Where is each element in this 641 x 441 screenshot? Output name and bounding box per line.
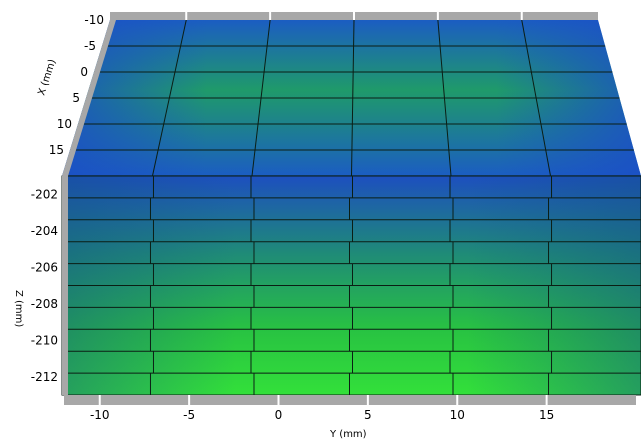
y-tick-label: 5 <box>364 408 372 422</box>
top-frame-notch <box>436 12 439 20</box>
bottom-frame-notch <box>456 395 459 405</box>
z-axis-label: Z (mm) <box>13 290 24 327</box>
z-tick-label: -206 <box>31 260 58 274</box>
top-left-frame <box>62 20 116 176</box>
top-frame-notch <box>520 12 523 20</box>
z-tick-label: -212 <box>31 370 58 384</box>
y-tick-label: 10 <box>450 408 465 422</box>
bottom-frame-notch <box>366 395 369 405</box>
bottom-frame-notch <box>188 395 191 405</box>
y-axis-label: Y (mm) <box>329 429 367 440</box>
y-tick-label: -10 <box>90 408 110 422</box>
x-tick-label: -5 <box>84 39 96 53</box>
y-tick-label: 15 <box>539 408 554 422</box>
z-tick-label: -202 <box>31 187 58 201</box>
front-left-frame <box>62 176 68 395</box>
bottom-axis-frame <box>64 395 636 405</box>
bottom-frame-notch <box>277 395 280 405</box>
x-tick-label: 10 <box>57 117 72 131</box>
y-tick-label: 0 <box>275 408 283 422</box>
top-grid-column <box>151 19 187 177</box>
top-grid-column <box>251 19 271 177</box>
axis-frames <box>62 12 636 405</box>
top-surface <box>62 19 641 177</box>
y-tick-label: -5 <box>183 408 195 422</box>
front-surface <box>61 175 641 396</box>
x-tick-label: -10 <box>84 13 104 27</box>
x-axis-label: X (mm) <box>36 58 58 97</box>
top-frame-notch <box>269 12 272 20</box>
top-grid-column <box>521 19 552 177</box>
z-tick-label: -208 <box>31 297 58 311</box>
bottom-frame-notch <box>98 395 101 405</box>
bottom-frame-notch <box>545 395 548 405</box>
x-tick-label: 15 <box>49 143 64 157</box>
z-tick-label: -210 <box>31 333 58 347</box>
top-frame-notch <box>353 12 355 20</box>
top-grid-column <box>437 19 452 177</box>
top-grid-column <box>351 19 355 177</box>
x-tick-label: 0 <box>80 65 88 79</box>
x-tick-label: 5 <box>72 91 80 105</box>
z-tick-label: -204 <box>31 224 58 238</box>
top-frame-notch <box>185 12 188 20</box>
